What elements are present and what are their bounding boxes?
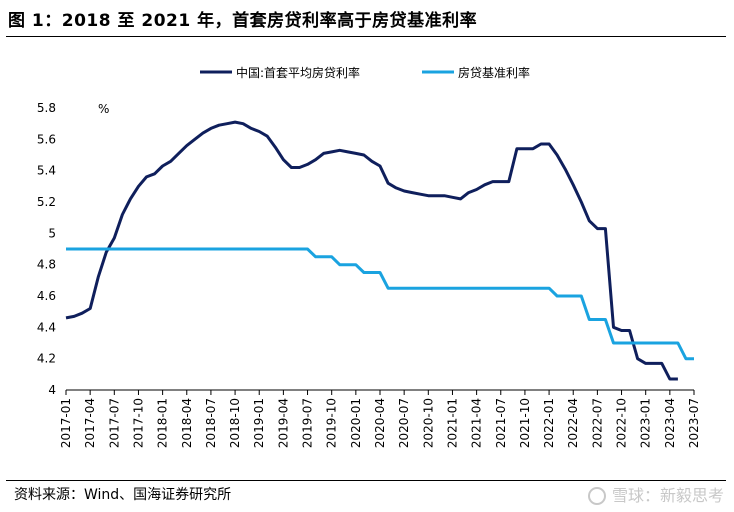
x-tick-label: 2018-04 bbox=[180, 398, 194, 448]
source-note: 资料来源：Wind、国海证券研究所 bbox=[14, 487, 232, 503]
x-tick-label: 2023-01 bbox=[639, 398, 653, 448]
x-tick-label: 2017-01 bbox=[59, 398, 73, 448]
y-axis: 4 4.2 4.4 4.6 4.8 5 5.2 5.4 5.6 5.8 bbox=[37, 101, 56, 397]
x-tick-label: 2019-04 bbox=[276, 398, 290, 448]
y-tick-label: 5.6 bbox=[37, 132, 56, 146]
x-tick-label: 2022-01 bbox=[542, 398, 556, 448]
x-tick-label: 2022-07 bbox=[590, 398, 604, 448]
x-axis: 2017-01 2017-04 2017-07 2017-10 2018-01 2018-… bbox=[59, 389, 701, 448]
y-tick-label: 4.6 bbox=[37, 289, 56, 303]
x-tick-label: 2020-04 bbox=[373, 398, 387, 448]
watermark-text: 雪球：新毅思考 bbox=[611, 486, 724, 505]
x-tick-label: 2020-07 bbox=[397, 398, 411, 448]
snowball-logo-icon bbox=[587, 487, 606, 505]
y-tick-label: 4.8 bbox=[37, 258, 56, 272]
y-tick-label: 4.4 bbox=[37, 320, 56, 334]
y-tick-label: 5 bbox=[48, 226, 56, 240]
title-divider bbox=[6, 36, 726, 37]
x-tick-label: 2022-04 bbox=[566, 398, 580, 448]
legend-label-series-2: 房贷基准利率 bbox=[458, 65, 530, 80]
x-tick-label: 2019-10 bbox=[325, 398, 339, 448]
x-tick-label: 2017-04 bbox=[83, 398, 97, 448]
series-layer bbox=[65, 120, 694, 381]
y-tick-label: 4.2 bbox=[37, 352, 56, 366]
legend: 中国:首套平均房贷利率 房贷基准利率 bbox=[200, 65, 530, 80]
series-line-2 bbox=[66, 247, 694, 361]
legend-label-series-1: 中国:首套平均房贷利率 bbox=[236, 65, 360, 80]
x-tick-label: 2020-01 bbox=[349, 398, 363, 448]
y-tick-label: 4 bbox=[48, 383, 56, 397]
x-tick-label: 2019-01 bbox=[252, 398, 266, 448]
x-tick-label: 2018-10 bbox=[228, 398, 242, 448]
y-axis-unit-label: % bbox=[98, 102, 109, 116]
x-tick-label: 2021-01 bbox=[445, 398, 459, 448]
footer-divider bbox=[6, 480, 726, 481]
x-tick-label: 2022-10 bbox=[615, 398, 629, 448]
x-tick-label: 2018-01 bbox=[156, 398, 170, 448]
x-tick-label: 2023-04 bbox=[663, 398, 677, 448]
x-tick-label: 2017-10 bbox=[131, 398, 145, 448]
x-tick-label: 2021-04 bbox=[470, 398, 484, 448]
x-tick-label: 2017-07 bbox=[107, 398, 121, 448]
series-line-1 bbox=[65, 120, 678, 381]
x-tick-label: 2019-07 bbox=[301, 398, 315, 448]
x-tick-label: 2021-10 bbox=[518, 398, 532, 448]
x-tick-label: 2021-07 bbox=[494, 398, 508, 448]
y-tick-label: 5.2 bbox=[37, 195, 56, 209]
chart-title: 图 1：2018 至 2021 年，首套房贷利率高于房贷基准利率 bbox=[8, 11, 478, 31]
x-tick-label: 2023-07 bbox=[687, 398, 701, 448]
y-tick-label: 5.8 bbox=[37, 101, 56, 115]
watermark: 雪球：新毅思考 bbox=[587, 482, 724, 506]
x-tick-label: 2020-10 bbox=[421, 398, 435, 448]
y-tick-label: 5.4 bbox=[37, 164, 56, 178]
x-tick-label: 2018-07 bbox=[204, 398, 218, 448]
